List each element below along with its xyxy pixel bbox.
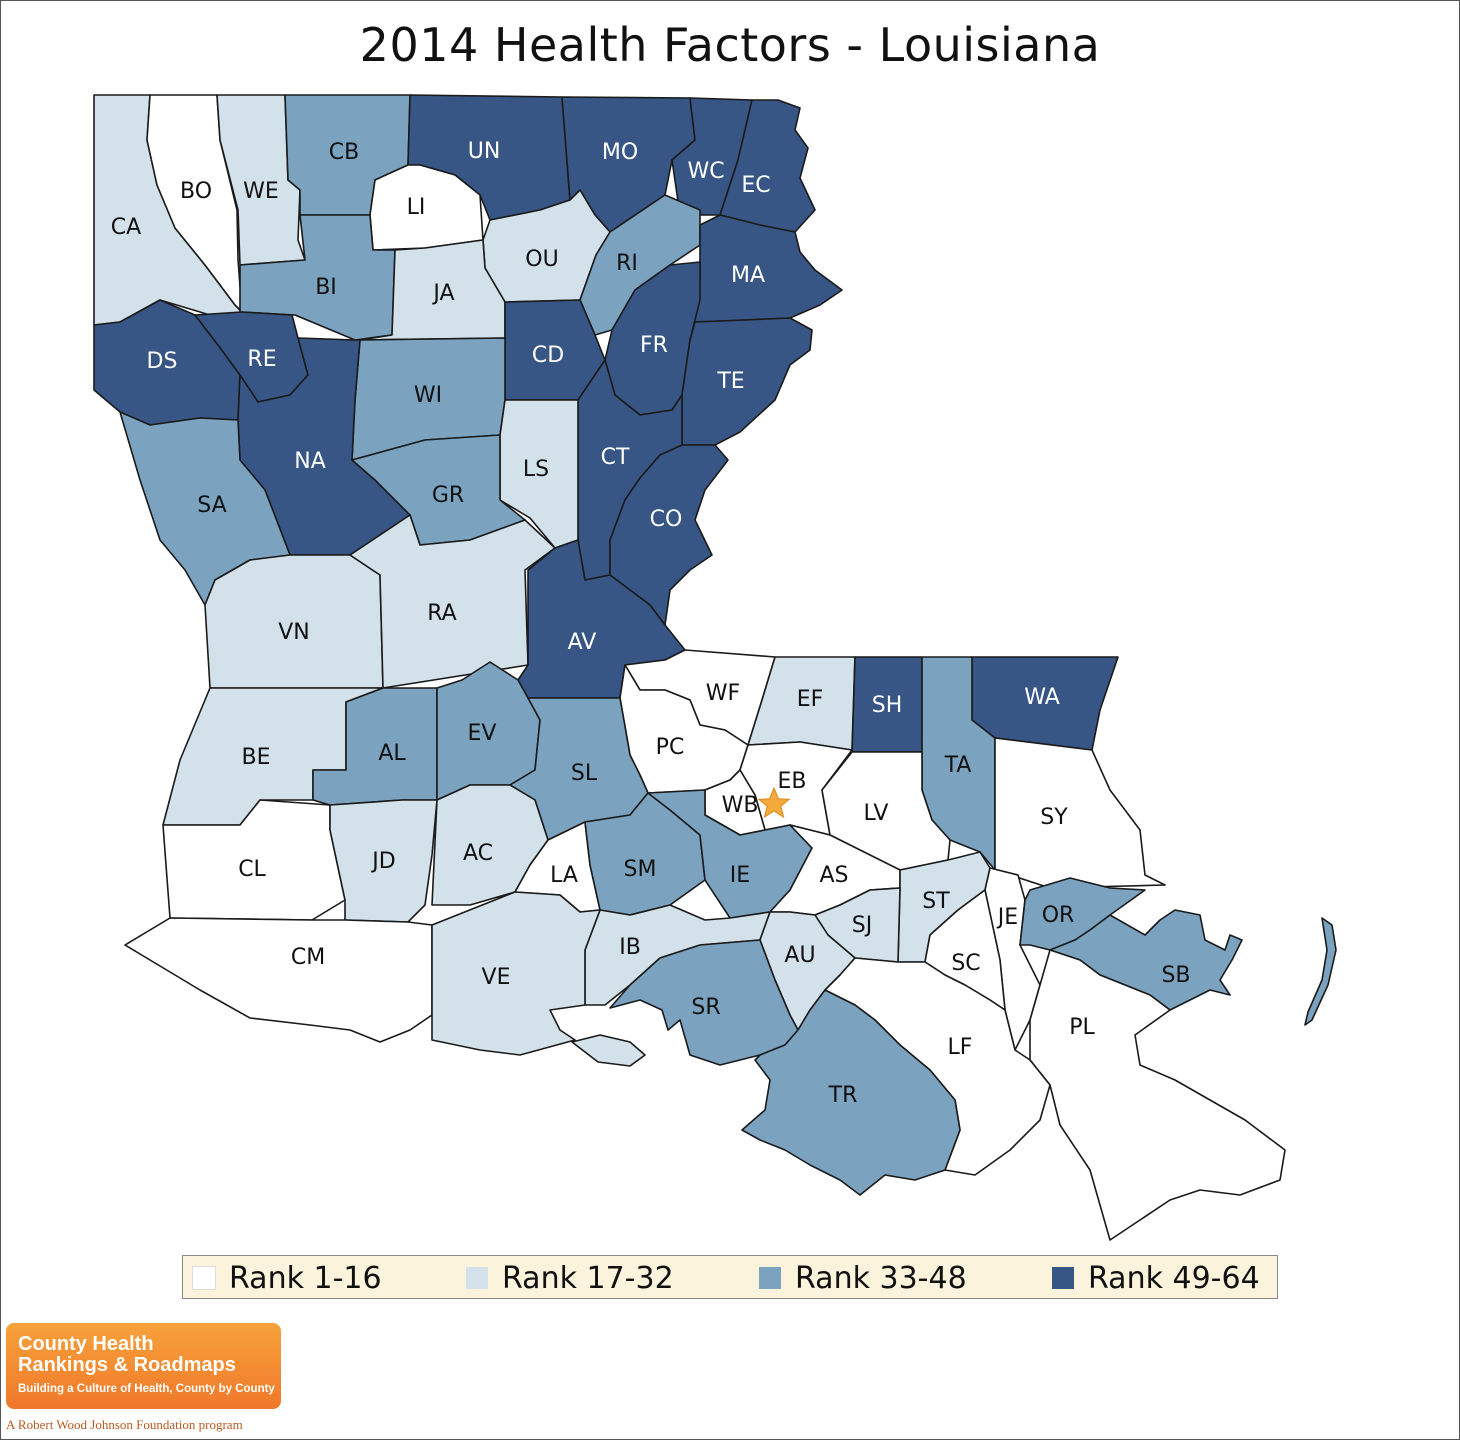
parish-label-wf: WF — [706, 681, 740, 706]
parish-label-as: AS — [819, 863, 848, 888]
parish-jd — [329, 799, 438, 923]
parish-label-ie: IE — [730, 863, 750, 888]
parish-label-ve: VE — [482, 965, 511, 990]
parish-label-co: CO — [650, 507, 683, 532]
parish-label-ri: RI — [616, 251, 638, 276]
parish-label-be: BE — [242, 745, 271, 770]
parish-label-wc: WC — [687, 159, 724, 184]
legend-label: Rank 33-48 — [795, 1260, 967, 1296]
parish-label-li: LI — [407, 195, 426, 220]
parish-label-cd: CD — [532, 343, 564, 368]
legend-item-rank-49-64: Rank 49-64 — [1052, 1256, 1260, 1300]
parish-label-fr: FR — [640, 333, 668, 358]
parish-cm — [124, 917, 433, 1043]
parish-label-bo: BO — [180, 179, 212, 204]
parish-label-sa: SA — [197, 493, 226, 518]
parish-label-mo: MO — [602, 140, 638, 165]
logo-tagline: Building a Culture of Health, County by … — [18, 1383, 275, 1395]
legend-item-rank-17-32: Rank 17-32 — [466, 1256, 674, 1300]
logo-footer: A Robert Wood Johnson Foundation program — [6, 1417, 243, 1432]
parish-label-al: AL — [378, 741, 406, 766]
parish-label-te: TE — [716, 369, 744, 394]
parish-sr — [609, 939, 799, 1066]
parish-co — [609, 444, 729, 626]
parish-label-tr: TR — [828, 1083, 858, 1108]
legend-swatch — [466, 1267, 488, 1289]
legend-swatch — [759, 1267, 781, 1289]
parish-label-we: WE — [243, 179, 279, 204]
parish-label-la: LA — [550, 863, 578, 888]
parish-label-jd: JD — [370, 849, 395, 874]
parish-label-ou: OU — [525, 247, 558, 272]
parish-label-eb: EB — [778, 769, 807, 794]
legend-label: Rank 17-32 — [502, 1260, 674, 1296]
legend: Rank 1-16 Rank 17-32 Rank 33-48 Rank 49-… — [182, 1255, 1278, 1299]
parish-label-ja: JA — [431, 281, 454, 306]
parish-label-pc: PC — [656, 735, 685, 760]
parish-label-av: AV — [568, 630, 597, 655]
parish-label-lv: LV — [864, 801, 889, 826]
legend-item-rank-1-16: Rank 1-16 — [192, 1256, 382, 1300]
parish-label-ec: EC — [741, 173, 770, 198]
parish-label-vn: VN — [278, 620, 310, 645]
legend-swatch — [1052, 1267, 1074, 1289]
parish-label-wi: WI — [414, 383, 442, 408]
parish-label-bi: BI — [315, 275, 337, 300]
parish-label-sh: SH — [872, 693, 903, 718]
parish-te — [681, 317, 813, 446]
parish-label-ta: TA — [944, 753, 972, 778]
map-title: 2014 Health Factors - Louisiana — [359, 18, 1101, 72]
parish-label-cl: CL — [238, 857, 266, 882]
parish-label-sj: SJ — [852, 913, 872, 938]
parish-sy — [994, 737, 1166, 889]
parish-ve — [431, 891, 601, 1056]
parish-label-gr: GR — [432, 483, 464, 508]
parish-label-wa: WA — [1024, 685, 1060, 710]
parish-label-lf: LF — [948, 1035, 973, 1060]
parish-ib-island — [571, 1034, 646, 1067]
parish-ec — [719, 99, 816, 233]
parish-label-ib: IB — [619, 935, 641, 960]
parish-label-sm: SM — [624, 857, 657, 882]
parish-pl — [1029, 949, 1286, 1241]
parish-label-na: NA — [294, 449, 326, 474]
parish-lv — [821, 751, 951, 871]
parish-tr — [741, 989, 961, 1196]
parish-label-ma: MA — [731, 263, 765, 288]
parish-label-sr: SR — [691, 995, 720, 1020]
parish-label-ds: DS — [147, 349, 178, 374]
parish-label-sb: SB — [1161, 963, 1190, 988]
parish-label-st: ST — [922, 889, 950, 914]
legend-swatch — [192, 1266, 216, 1290]
parish-label-au: AU — [784, 943, 815, 968]
logo-line-2: Rankings & Roadmaps — [18, 1354, 236, 1376]
parish-label-sc: SC — [951, 951, 980, 976]
parish-label-sy: SY — [1040, 805, 1068, 830]
legend-label: Rank 1-16 — [229, 1260, 382, 1296]
parish-label-ct: CT — [601, 445, 630, 470]
capital-star-icon — [757, 786, 791, 819]
parish-label-re: RE — [247, 347, 276, 372]
parish-label-cb: CB — [329, 140, 359, 165]
parish-sb-island — [1304, 917, 1337, 1026]
county-health-rankings-logo: County Health Rankings & Roadmaps Buildi… — [6, 1323, 281, 1409]
parish-label-ac: AC — [463, 841, 493, 866]
parish-label-ca: CA — [111, 215, 141, 240]
parish-label-ra: RA — [427, 601, 456, 626]
legend-label: Rank 49-64 — [1088, 1260, 1260, 1296]
parish-label-ef: EF — [797, 687, 824, 712]
legend-item-rank-33-48: Rank 33-48 — [759, 1256, 967, 1300]
parish-label-ls: LS — [523, 457, 549, 482]
parish-label-ev: EV — [468, 721, 497, 746]
parish-label-pl: PL — [1069, 1015, 1095, 1040]
logo-line-1: County Health — [18, 1333, 154, 1355]
parish-label-sl: SL — [571, 761, 598, 786]
parish-label-or: OR — [1042, 903, 1075, 928]
parish-label-un: UN — [468, 139, 501, 164]
parish-ma — [689, 214, 843, 323]
parish-label-cm: CM — [291, 945, 325, 970]
parish-label-je: JE — [996, 905, 1018, 930]
parish-label-wb: WB — [722, 793, 759, 818]
